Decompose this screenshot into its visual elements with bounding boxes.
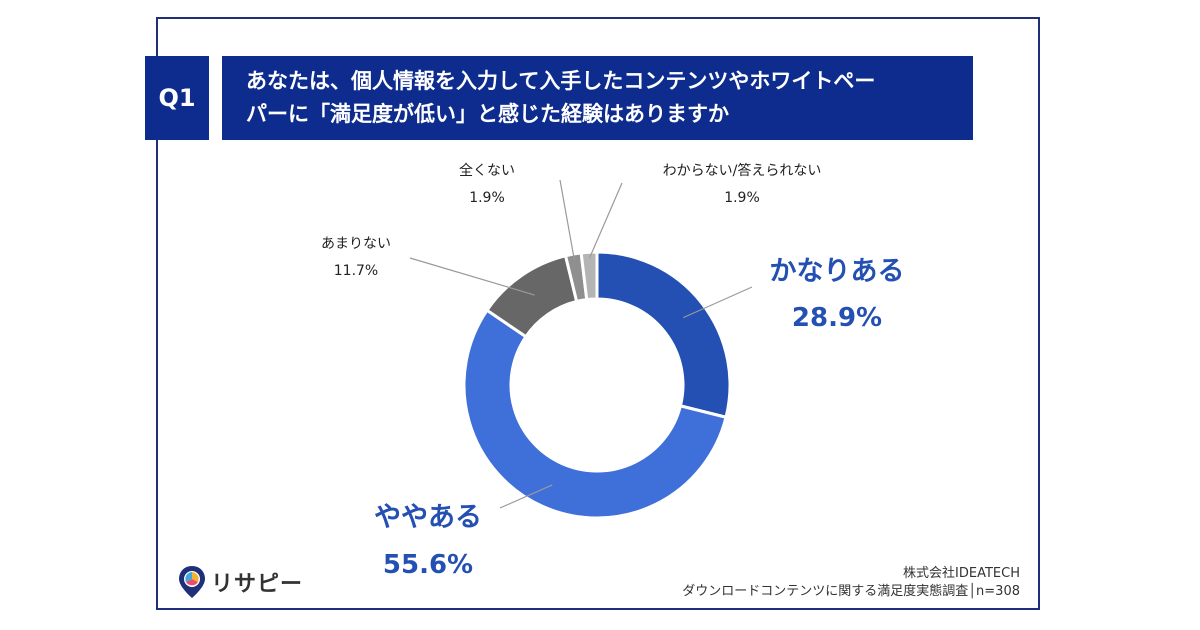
question-badge: Q1 bbox=[145, 56, 209, 140]
slice-label-value-0: 28.9% bbox=[792, 303, 882, 333]
donut-slices bbox=[462, 250, 732, 520]
logo-text: リサピー bbox=[211, 572, 304, 597]
leader-line-3 bbox=[559, 179, 575, 261]
donut-slice-1 bbox=[462, 308, 728, 520]
leader-line-1 bbox=[499, 484, 553, 509]
chart-frame bbox=[156, 17, 1040, 610]
question-title-line-1: あなたは、個人情報を入力して入手したコンテンツやホワイトペー bbox=[246, 69, 876, 93]
leader-line-2 bbox=[409, 257, 535, 296]
leader-line-0 bbox=[683, 286, 753, 319]
slice-label-value-3: 1.9% bbox=[469, 190, 505, 206]
footer-source: 株式会社IDEATECH ダウンロードコンテンツに関する満足度実態調査│n=30… bbox=[682, 565, 1020, 601]
question-number: Q1 bbox=[158, 84, 196, 112]
footer-company: 株式会社IDEATECH bbox=[903, 566, 1020, 581]
slice-label-value-1: 55.6% bbox=[383, 550, 473, 580]
donut-slice-4 bbox=[579, 250, 599, 302]
slice-label-value-4: 1.9% bbox=[724, 190, 760, 206]
donut-slice-0 bbox=[595, 250, 732, 420]
slice-labels: かなりある 28.9% ややある 55.6% あまりない 11.7% 全くない … bbox=[321, 162, 905, 580]
question-title-line-2: パーに「満足度が低い」と感じた経験はありますか bbox=[246, 102, 729, 126]
slice-label-category-4: わからない/答えられない bbox=[663, 162, 822, 179]
risapy-logo: リサピー bbox=[177, 564, 303, 600]
slice-label-category-1: ややある bbox=[374, 502, 482, 533]
slice-label-category-3: 全くない bbox=[459, 162, 515, 179]
slice-label-value-2: 11.7% bbox=[334, 263, 378, 279]
slice-label-category-2: あまりない bbox=[321, 236, 391, 252]
footer-survey: ダウンロードコンテンツに関する満足度実態調査│n=308 bbox=[682, 584, 1020, 599]
leader-line-4 bbox=[588, 182, 623, 259]
leader-lines bbox=[409, 179, 753, 509]
location-pin-icon bbox=[179, 566, 205, 598]
question-title: あなたは、個人情報を入力して入手したコンテンツやホワイトペー パーに「満足度が低… bbox=[222, 56, 973, 140]
slice-label-category-0: かなりある bbox=[770, 256, 905, 287]
